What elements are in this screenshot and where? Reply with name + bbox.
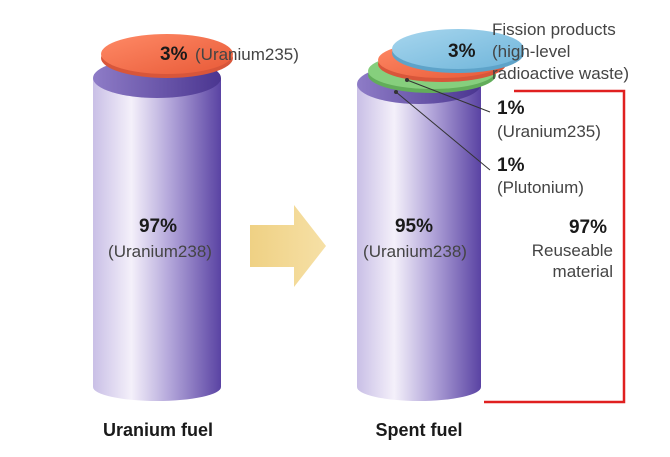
spent-u238-name: (Uranium238) — [363, 242, 467, 261]
fission-percent: 3% — [448, 41, 476, 62]
plutonium-leader-dot — [394, 90, 398, 94]
fission-label-line2: (high-level — [492, 42, 570, 61]
fission-label-line1: Fission products — [492, 20, 616, 39]
spent-fuel-caption: Spent fuel — [375, 420, 462, 440]
plutonium-leader-line — [395, 91, 491, 171]
spent-u235-name: (Uranium235) — [497, 122, 601, 141]
reusable-label-line2: material — [553, 262, 613, 281]
u235-leader-dot — [405, 78, 409, 82]
fuel-u235-percent: 3% — [160, 44, 188, 65]
fission-products-disc — [392, 29, 524, 73]
reusable-bracket — [484, 89, 626, 404]
u235-leader-line — [406, 79, 491, 113]
transition-arrow — [250, 205, 326, 287]
uranium235-disc — [101, 34, 233, 78]
reusable-percent: 97% — [569, 217, 607, 238]
fuel-u235-name: (Uranium235) — [195, 45, 299, 64]
plutonium-name: (Plutonium) — [497, 178, 584, 197]
uranium-fuel-caption: Uranium fuel — [103, 420, 213, 440]
spent-u238-percent: 95% — [395, 216, 433, 237]
plutonium-percent: 1% — [497, 155, 525, 176]
fission-label-line3: radioactive waste) — [492, 64, 629, 83]
fuel-u238-percent: 97% — [139, 216, 177, 237]
spent-u235-percent: 1% — [497, 98, 525, 119]
fuel-u238-name: (Uranium238) — [108, 242, 212, 261]
reusable-label-line1: Reuseable — [532, 241, 613, 260]
